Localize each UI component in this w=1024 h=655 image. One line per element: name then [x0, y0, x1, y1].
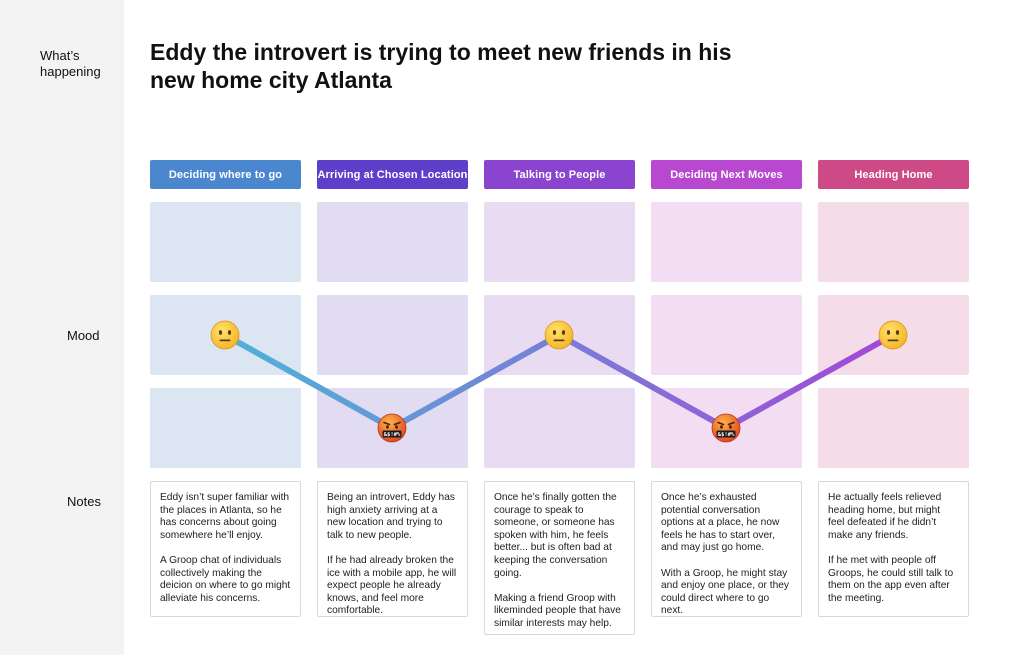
angry-face-icon: &$!#% [711, 413, 741, 443]
note-card-arriving-at-chosen-location: Being an introvert, Eddy has high anxiet… [317, 481, 468, 617]
stage-header-deciding-where-to-go: Deciding where to go [150, 160, 301, 189]
mood-cell [651, 202, 802, 282]
neutral-face-icon [210, 320, 240, 350]
mood-cell [818, 388, 969, 468]
mood-cell [484, 388, 635, 468]
mood-cell [150, 388, 301, 468]
row-label-whats-happening: What’s happening [40, 48, 101, 79]
left-rail [0, 0, 124, 655]
row-label-mood: Mood [67, 328, 100, 343]
note-card-deciding-where-to-go: Eddy isn’t super familiar with the place… [150, 481, 301, 617]
svg-text:&$!#%: &$!#% [718, 432, 735, 438]
mood-cell [818, 202, 969, 282]
mood-cell [317, 202, 468, 282]
note-card-deciding-next-moves: Once he’s exhausted potential conversati… [651, 481, 802, 617]
mood-cell [317, 295, 468, 375]
stage-header-talking-to-people: Talking to People [484, 160, 635, 189]
neutral-face-icon [878, 320, 908, 350]
mood-cell [150, 202, 301, 282]
stage-header-deciding-next-moves: Deciding Next Moves [651, 160, 802, 189]
mood-cell [651, 295, 802, 375]
stage-header-heading-home: Heading Home [818, 160, 969, 189]
note-card-heading-home: He actually feels relieved heading home,… [818, 481, 969, 617]
row-label-notes: Notes [67, 494, 101, 509]
svg-text:&$!#%: &$!#% [384, 432, 401, 438]
page-title: Eddy the introvert is trying to meet new… [150, 39, 732, 93]
angry-face-icon: &$!#% [377, 413, 407, 443]
neutral-face-icon [544, 320, 574, 350]
stage-header-arriving-at-chosen-location: Arriving at Chosen Location [317, 160, 468, 189]
mood-cell [484, 202, 635, 282]
note-card-talking-to-people: Once he’s finally gotten the courage to … [484, 481, 635, 635]
